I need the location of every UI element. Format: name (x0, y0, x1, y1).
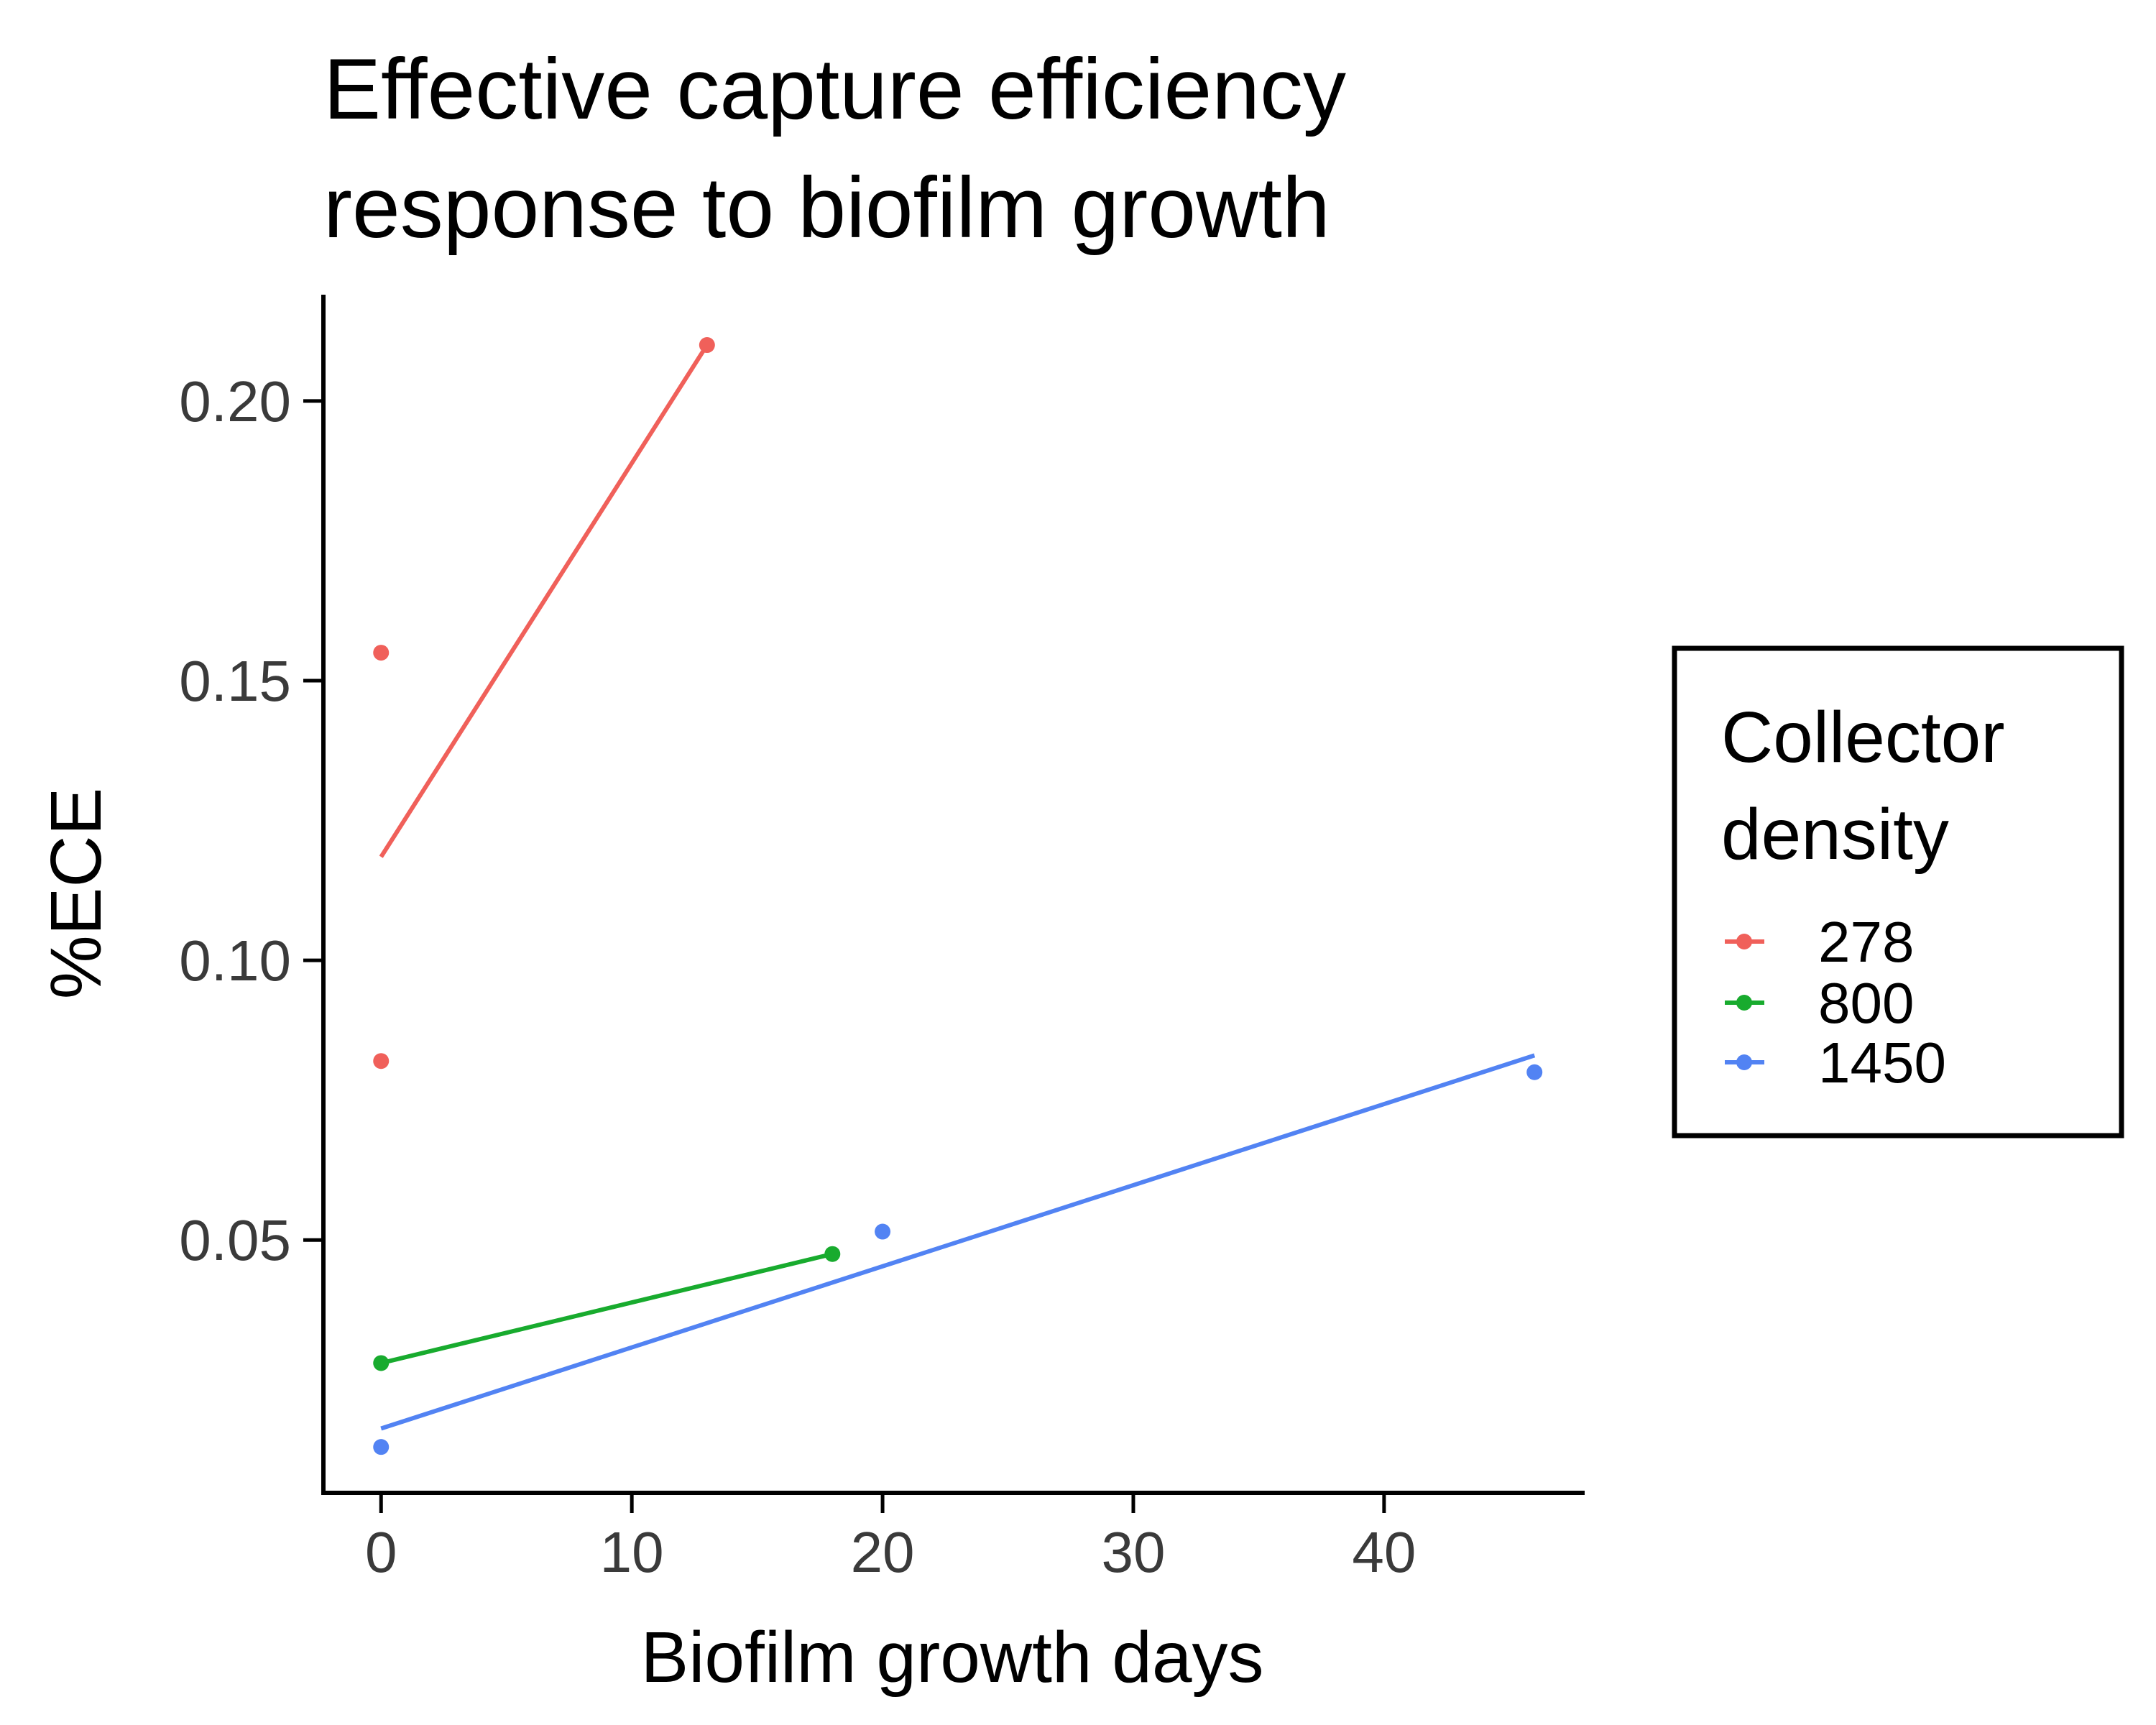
data-point-278 (373, 1053, 390, 1070)
x-tick-label: 40 (1352, 1520, 1416, 1584)
legend-key-point-800 (1736, 995, 1752, 1011)
data-point-1450 (875, 1223, 891, 1240)
x-tick-label: 20 (851, 1520, 915, 1584)
chart-title-line-1: Effective capture efficiency (323, 41, 1346, 137)
legend-key-point-278 (1736, 934, 1752, 949)
data-points (373, 337, 1543, 1455)
data-point-278 (699, 337, 715, 354)
legend-box (1672, 645, 2124, 1138)
y-axis-title: %ECE (36, 788, 116, 1000)
legend-title-line-1: Collector (1721, 697, 2005, 778)
data-point-800 (824, 1246, 841, 1262)
x-tick-label: 10 (600, 1520, 664, 1584)
y-tick-label: 0.15 (179, 649, 291, 713)
x-tick-label: 30 (1101, 1520, 1165, 1584)
legend-label-278: 278 (1818, 910, 1914, 974)
legend-label-1450: 1450 (1818, 1031, 1946, 1095)
x-axis-ticks: 0 10 20 30 40 (365, 1493, 1416, 1584)
y-tick-label: 0.20 (179, 369, 291, 433)
legend-key-point-1450 (1736, 1054, 1752, 1070)
data-point-1450 (373, 1439, 390, 1455)
fit-line-278 (379, 344, 709, 858)
data-point-278 (373, 645, 390, 661)
y-axis-ticks: 0.05 0.10 0.15 0.20 (179, 369, 323, 1272)
x-tick-label: 0 (365, 1520, 397, 1584)
y-tick-label: 0.05 (179, 1208, 291, 1272)
legend-label-800: 800 (1818, 971, 1914, 1035)
fit-lines (379, 344, 1536, 1431)
fit-line-800 (380, 1251, 833, 1366)
data-point-800 (373, 1355, 390, 1371)
chart-title-line-2: response to biofilm growth (323, 160, 1330, 256)
plot-area (373, 337, 1543, 1455)
y-tick-label: 0.10 (179, 929, 291, 993)
x-axis-title: Biofilm growth days (641, 1617, 1264, 1698)
data-point-1450 (1526, 1064, 1543, 1080)
legend-title-line-2: density (1721, 794, 1949, 875)
fit-line-1450 (380, 1053, 1536, 1431)
